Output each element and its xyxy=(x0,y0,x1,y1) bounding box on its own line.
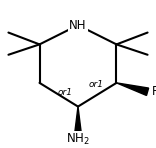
Text: NH: NH xyxy=(69,19,87,32)
Text: or1: or1 xyxy=(89,80,104,89)
Text: F: F xyxy=(152,85,156,98)
Polygon shape xyxy=(117,83,149,95)
Text: NH$_2$: NH$_2$ xyxy=(66,132,90,147)
Text: or1: or1 xyxy=(58,88,73,97)
Polygon shape xyxy=(74,107,82,138)
